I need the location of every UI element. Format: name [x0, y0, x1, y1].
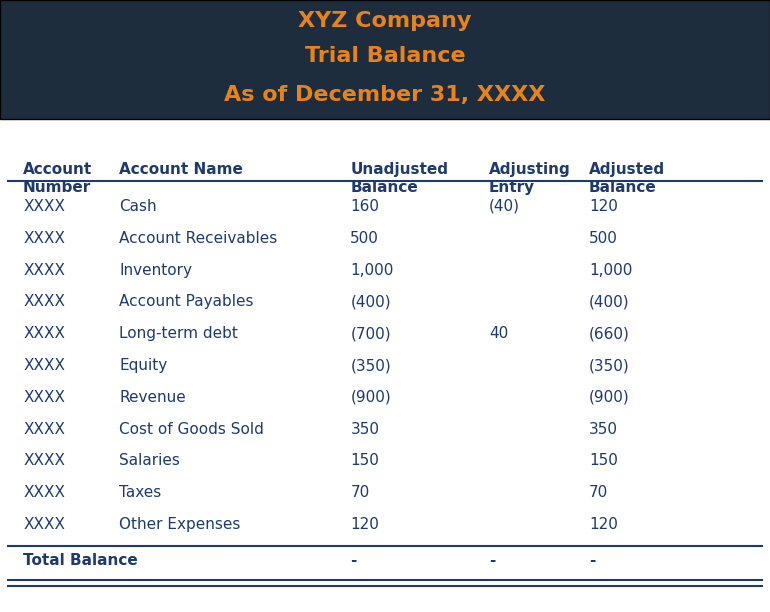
Text: Cash: Cash — [119, 199, 157, 214]
Text: XXXX: XXXX — [23, 294, 65, 310]
Text: Inventory: Inventory — [119, 263, 192, 278]
Text: Unadjusted
Balance: Unadjusted Balance — [350, 162, 448, 195]
Text: (700): (700) — [350, 326, 391, 341]
FancyBboxPatch shape — [0, 0, 770, 119]
Text: Salaries: Salaries — [119, 453, 180, 469]
Text: (40): (40) — [489, 199, 520, 214]
Text: Trial Balance: Trial Balance — [305, 47, 465, 66]
Text: 350: 350 — [589, 422, 618, 437]
Text: Adjusting
Entry: Adjusting Entry — [489, 162, 571, 195]
Text: Equity: Equity — [119, 358, 168, 373]
Text: 1,000: 1,000 — [589, 263, 632, 278]
Text: 500: 500 — [350, 231, 380, 246]
Text: 120: 120 — [589, 517, 618, 532]
Text: 1,000: 1,000 — [350, 263, 393, 278]
Text: Other Expenses: Other Expenses — [119, 517, 241, 532]
Text: 150: 150 — [589, 453, 618, 469]
Text: Account Payables: Account Payables — [119, 294, 254, 310]
Text: XYZ Company: XYZ Company — [298, 12, 472, 31]
Text: As of December 31, XXXX: As of December 31, XXXX — [224, 85, 546, 105]
Text: XXXX: XXXX — [23, 517, 65, 532]
Text: -: - — [489, 553, 495, 569]
Text: XXXX: XXXX — [23, 263, 65, 278]
Text: XXXX: XXXX — [23, 199, 65, 214]
Text: XXXX: XXXX — [23, 231, 65, 246]
Text: XXXX: XXXX — [23, 326, 65, 341]
Text: XXXX: XXXX — [23, 390, 65, 405]
Text: 350: 350 — [350, 422, 380, 437]
Text: -: - — [589, 553, 595, 569]
Text: 70: 70 — [350, 485, 370, 501]
Text: (900): (900) — [350, 390, 391, 405]
Text: 120: 120 — [350, 517, 380, 532]
Text: 500: 500 — [589, 231, 618, 246]
Text: 150: 150 — [350, 453, 380, 469]
Text: Long-term debt: Long-term debt — [119, 326, 238, 341]
Text: Account
Number: Account Number — [23, 162, 92, 195]
Text: (400): (400) — [350, 294, 391, 310]
Text: XXXX: XXXX — [23, 358, 65, 373]
Text: (400): (400) — [589, 294, 630, 310]
Text: (350): (350) — [350, 358, 391, 373]
Text: XXXX: XXXX — [23, 422, 65, 437]
Text: Cost of Goods Sold: Cost of Goods Sold — [119, 422, 264, 437]
Text: 120: 120 — [589, 199, 618, 214]
Text: Account Name: Account Name — [119, 162, 243, 177]
Text: 70: 70 — [589, 485, 608, 501]
Text: XXXX: XXXX — [23, 453, 65, 469]
Text: -: - — [350, 553, 357, 569]
Text: Taxes: Taxes — [119, 485, 162, 501]
Text: (900): (900) — [589, 390, 630, 405]
Text: XXXX: XXXX — [23, 485, 65, 501]
Text: Revenue: Revenue — [119, 390, 186, 405]
Text: Account Receivables: Account Receivables — [119, 231, 278, 246]
Text: 160: 160 — [350, 199, 380, 214]
Text: (660): (660) — [589, 326, 630, 341]
Text: 40: 40 — [489, 326, 508, 341]
Text: (350): (350) — [589, 358, 630, 373]
Text: Adjusted
Balance: Adjusted Balance — [589, 162, 665, 195]
Text: Total Balance: Total Balance — [23, 553, 138, 569]
